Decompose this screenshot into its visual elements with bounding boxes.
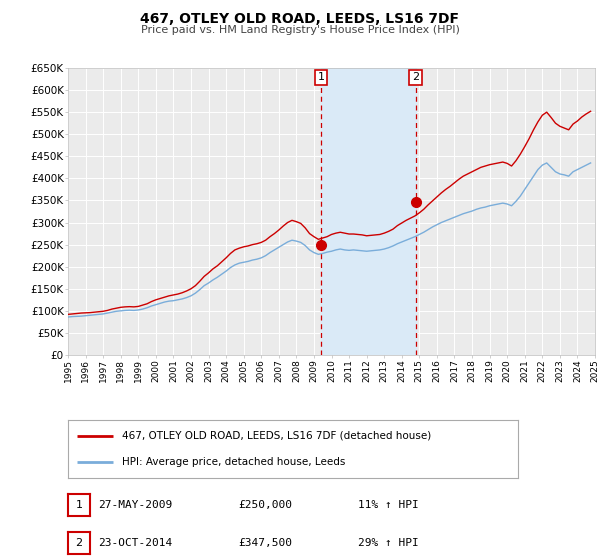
- Text: Price paid vs. HM Land Registry's House Price Index (HPI): Price paid vs. HM Land Registry's House …: [140, 25, 460, 35]
- Text: 27-MAY-2009: 27-MAY-2009: [98, 500, 172, 510]
- Text: 2: 2: [412, 72, 419, 82]
- Text: 2: 2: [76, 538, 83, 548]
- Text: 11% ↑ HPI: 11% ↑ HPI: [358, 500, 419, 510]
- Text: 23-OCT-2014: 23-OCT-2014: [98, 538, 172, 548]
- Text: £347,500: £347,500: [238, 538, 292, 548]
- Text: 1: 1: [317, 72, 325, 82]
- Text: £250,000: £250,000: [238, 500, 292, 510]
- Text: 29% ↑ HPI: 29% ↑ HPI: [358, 538, 419, 548]
- Text: 467, OTLEY OLD ROAD, LEEDS, LS16 7DF (detached house): 467, OTLEY OLD ROAD, LEEDS, LS16 7DF (de…: [122, 431, 431, 441]
- Text: 1: 1: [76, 500, 83, 510]
- Text: 467, OTLEY OLD ROAD, LEEDS, LS16 7DF: 467, OTLEY OLD ROAD, LEEDS, LS16 7DF: [140, 12, 460, 26]
- Bar: [321, 68, 416, 355]
- Text: HPI: Average price, detached house, Leeds: HPI: Average price, detached house, Leed…: [122, 458, 346, 468]
